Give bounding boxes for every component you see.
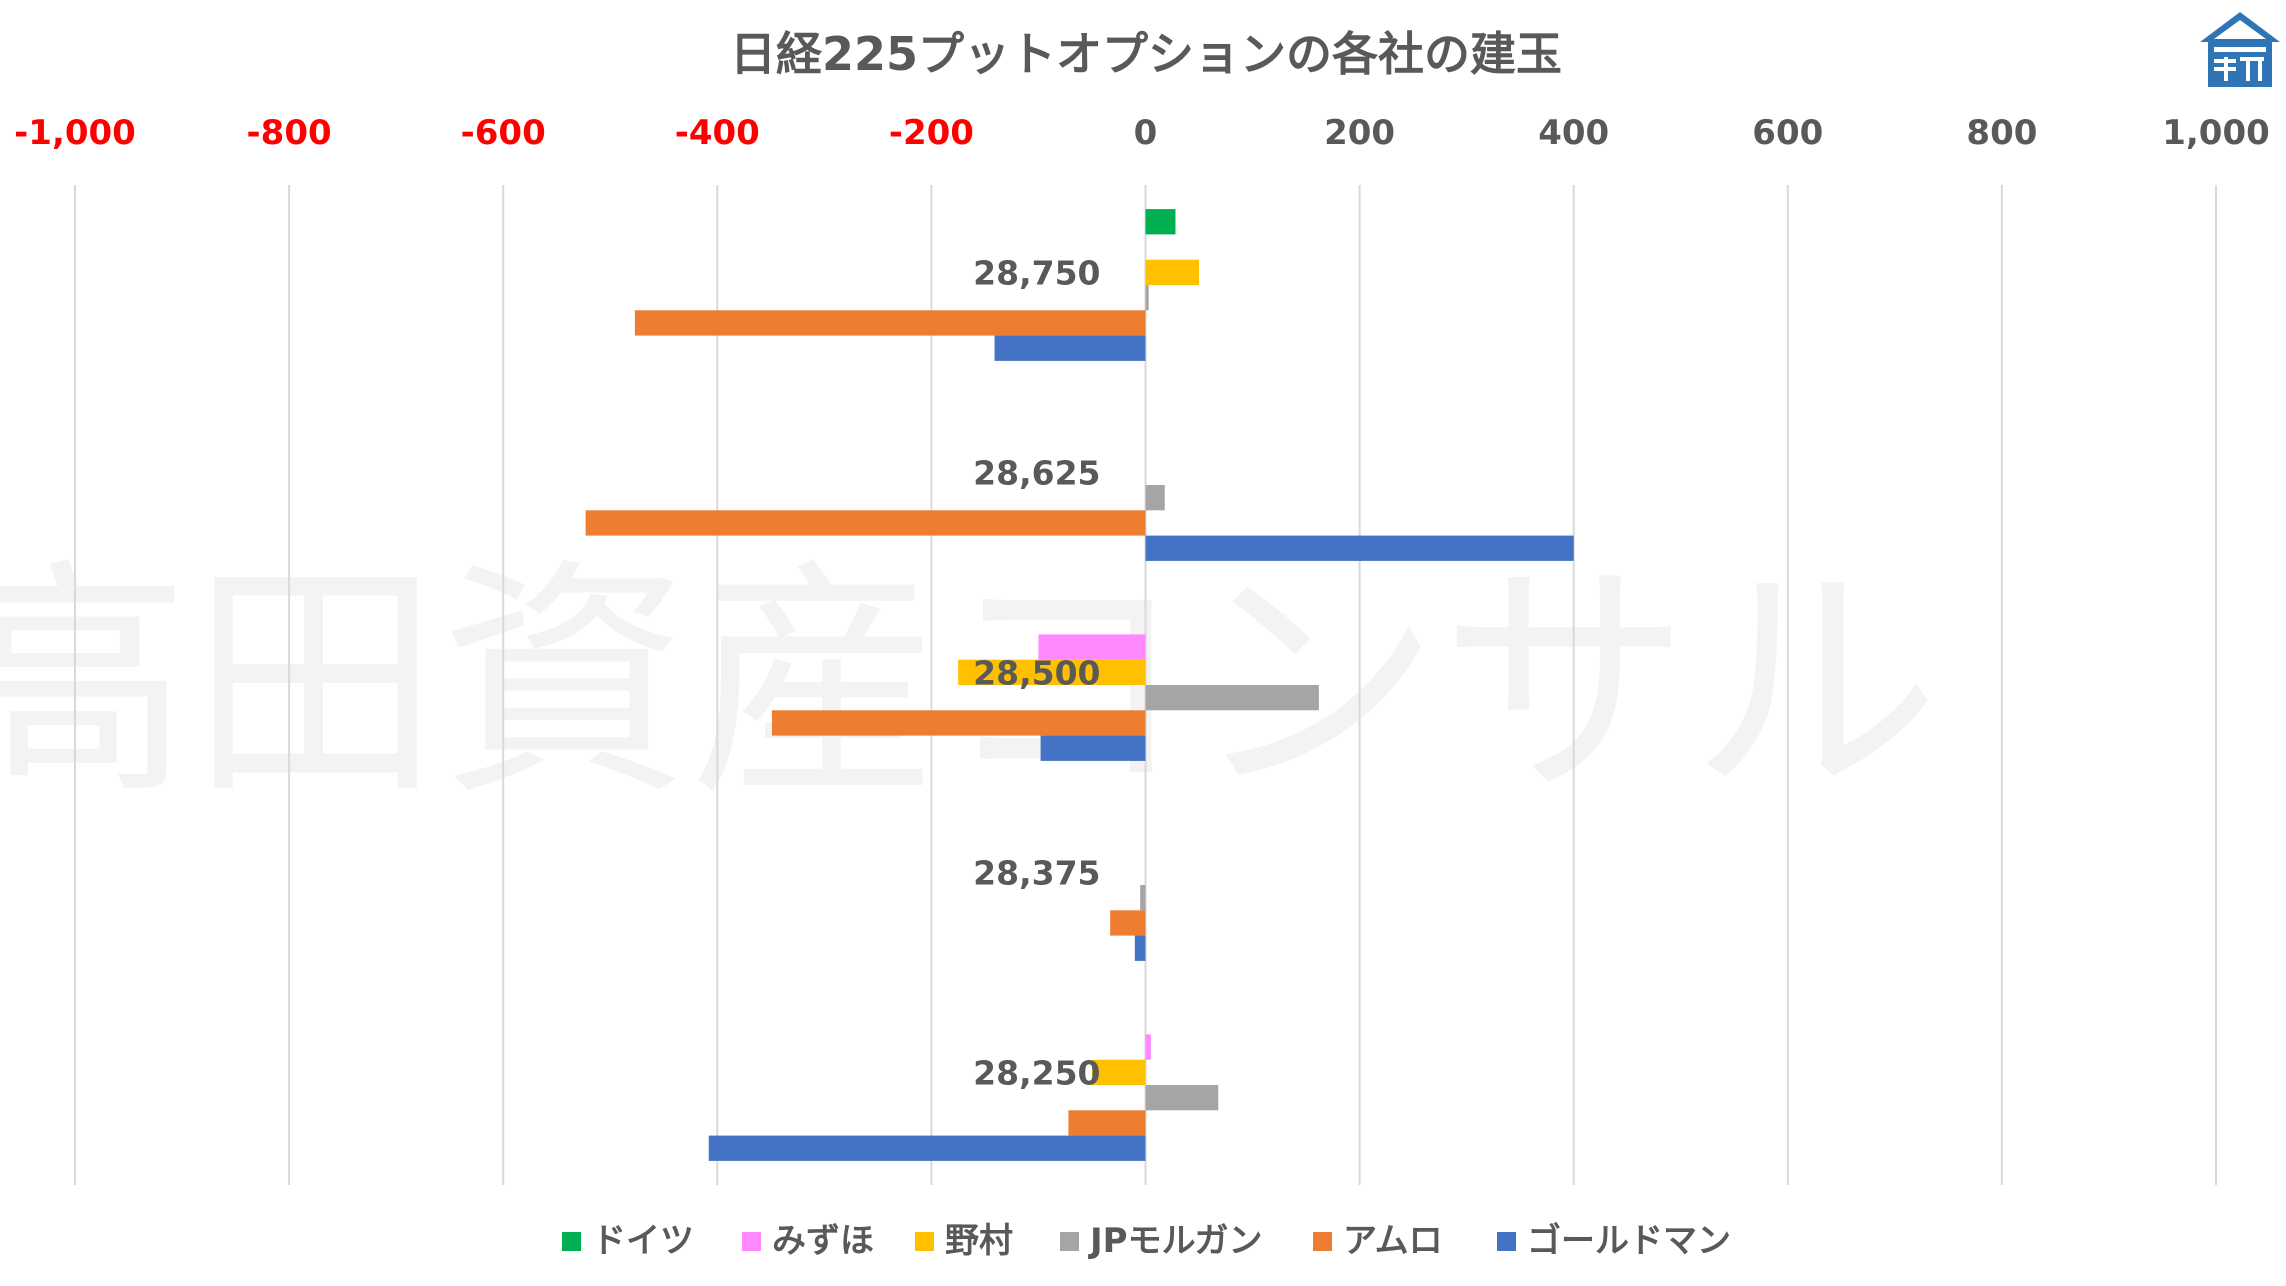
bars (585, 209, 1574, 1161)
bar-みずほ-28,500 (1038, 634, 1146, 660)
logo-icon (2200, 12, 2280, 87)
x-tick-label: 0 (1134, 113, 1158, 153)
bar-アムロ-28,750 (634, 310, 1146, 336)
x-tick-label: -200 (889, 113, 974, 153)
x-axis-ticks: -1,000 -800 -600 -400 -200 0 200 400 600 800 1,000 (14, 113, 2270, 153)
chart-title: 日経225プットオプションの各社の建玉 (730, 27, 1562, 81)
legend-label: アムロ (1343, 1221, 1443, 1261)
bar-ゴールドマン-28,375 (1134, 935, 1146, 961)
bar-アムロ-28,500 (771, 710, 1146, 736)
legend-swatch (915, 1232, 934, 1251)
x-tick-label: -400 (675, 113, 760, 153)
bar-アムロ-28,250 (1068, 1110, 1146, 1136)
category-label: 28,375 (973, 853, 1100, 892)
bar-JPモルガン-28,500 (1145, 685, 1319, 711)
bar-ゴールドマン-28,625 (1145, 535, 1574, 561)
legend-label: みずほ (772, 1221, 874, 1261)
bar-JPモルガン-28,750 (1145, 285, 1149, 311)
x-tick-label: 600 (1752, 113, 1823, 153)
legend: ドイツ みずほ 野村 JPモルガン アムロ ゴールドマン (562, 1221, 1731, 1261)
bar-JPモルガン-28,250 (1145, 1085, 1219, 1111)
category-label: 28,500 (973, 653, 1100, 692)
legend-label: ドイツ (592, 1221, 694, 1261)
bar-アムロ-28,375 (1110, 910, 1146, 936)
bar-JPモルガン-28,375 (1140, 885, 1146, 911)
bar-ドイツ-28,750 (1145, 209, 1176, 235)
x-tick-label: 200 (1324, 113, 1395, 153)
bar-ゴールドマン-28,250 (708, 1135, 1146, 1161)
gridlines (74, 185, 2217, 1185)
legend-label: JPモルガン (1088, 1221, 1263, 1261)
category-label: 28,625 (973, 453, 1100, 492)
category-label: 28,750 (973, 253, 1100, 292)
bar-野村-28,250 (1091, 1059, 1146, 1085)
x-tick-label: -1,000 (14, 113, 136, 153)
bar-みずほ-28,250 (1145, 1034, 1151, 1060)
legend-swatch (562, 1232, 581, 1251)
bar-ゴールドマン-28,750 (994, 335, 1146, 361)
bar-野村-28,500 (958, 659, 1146, 685)
x-tick-label: 800 (1966, 113, 2037, 153)
x-tick-label: 400 (1538, 113, 1609, 153)
x-tick-label: 1,000 (2162, 113, 2270, 153)
legend-label: ゴールドマン (1527, 1221, 1731, 1261)
bar-ゴールドマン-28,500 (1040, 735, 1146, 761)
x-tick-label: -600 (461, 113, 546, 153)
legend-swatch (1497, 1232, 1516, 1251)
bar-JPモルガン-28,625 (1145, 485, 1165, 511)
bar-野村-28,750 (1145, 259, 1200, 285)
x-tick-label: -800 (247, 113, 332, 153)
legend-swatch (1313, 1232, 1332, 1251)
category-label: 28,250 (973, 1053, 1100, 1092)
bar-アムロ-28,625 (585, 510, 1146, 536)
legend-label: 野村 (945, 1221, 1013, 1261)
legend-swatch (742, 1232, 761, 1251)
category-labels: 28,750 28,625 28,500 28,375 28,250 (973, 253, 1100, 1092)
legend-swatch (1060, 1232, 1079, 1251)
